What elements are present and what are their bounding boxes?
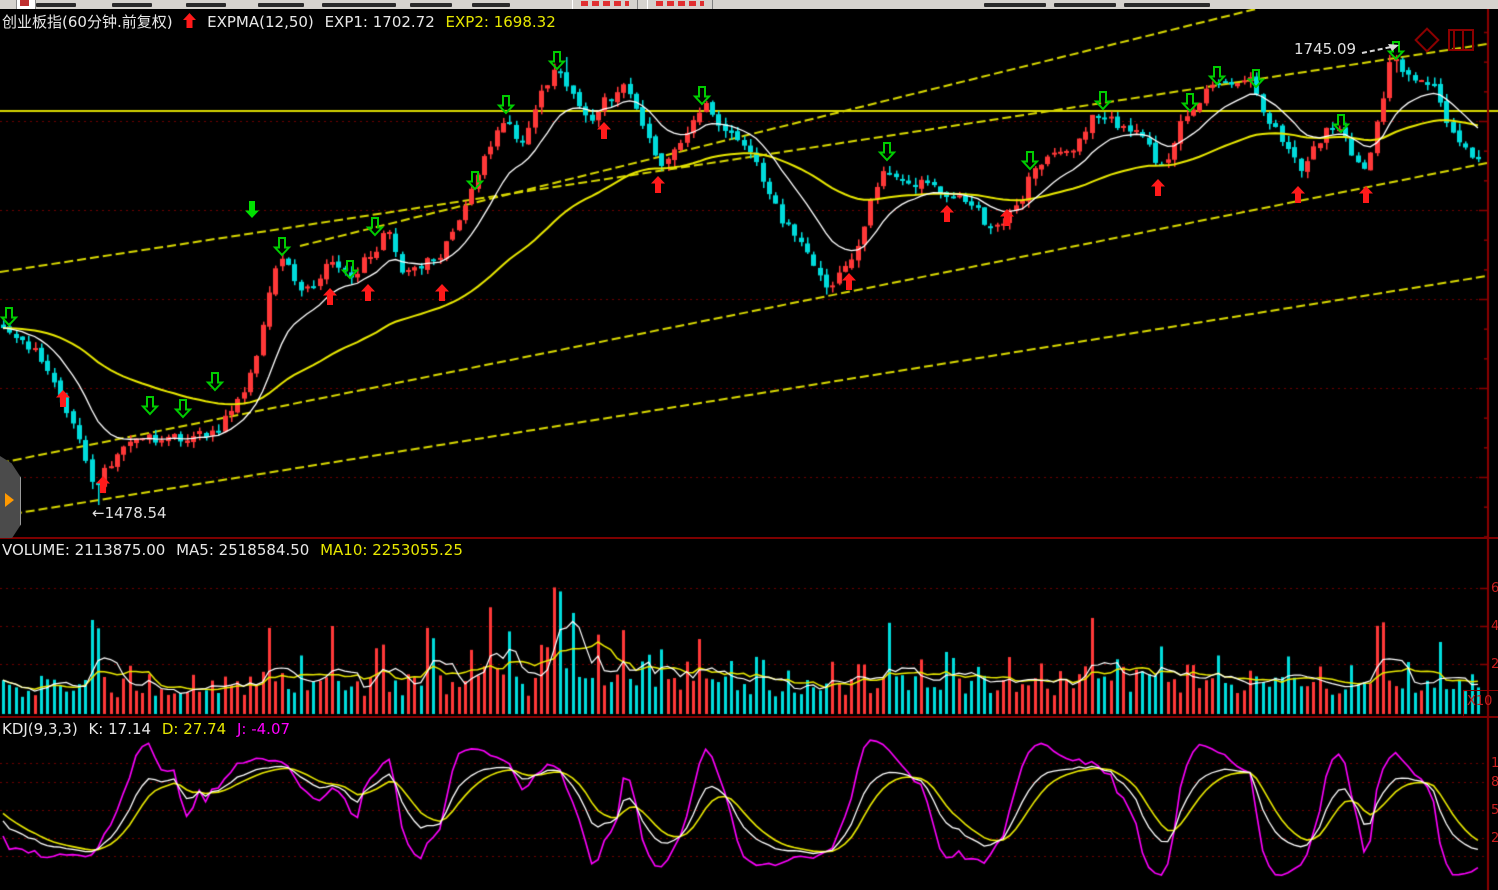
sell-signal-arrow — [1246, 69, 1266, 89]
sell-signal-arrow — [1020, 151, 1040, 171]
exp2-value: EXP2: 1698.32 — [445, 13, 556, 31]
kdj-d-value: D: 27.74 — [161, 720, 227, 738]
toolbar-button-2[interactable] — [647, 0, 713, 9]
kdj-header: KDJ(9,3,3) K: 17.14 D: 27.74 J: -4.07 — [2, 720, 296, 738]
volume-panel[interactable]: VOLUME: 2113875.00 MA5: 2518584.50 MA10:… — [0, 539, 1498, 716]
kdj-axis-label-50: 50 — [1491, 803, 1498, 818]
volume-axis-label-6: 6 — [1491, 581, 1498, 596]
buy-signal-arrow — [651, 176, 665, 193]
volume-chart-canvas[interactable] — [0, 539, 1498, 716]
exp1-value: EXP1: 1702.72 — [324, 13, 435, 31]
sell-signal-arrow — [173, 399, 193, 419]
menu-item-fragment-4[interactable] — [322, 3, 396, 7]
annotation-arrow-icon — [1361, 44, 1399, 54]
menu-item-fragment-5[interactable] — [410, 3, 452, 7]
kdj-panel[interactable]: KDJ(9,3,3) K: 17.14 D: 27.74 J: -4.07 10… — [0, 718, 1498, 890]
symbol-title[interactable]: 创业板指(60分钟.前复权) — [2, 13, 173, 31]
menu-item-fragment-0[interactable] — [36, 3, 76, 7]
sell-signal-arrow — [340, 260, 360, 280]
high-price-annotation: 1745.09 — [1294, 40, 1401, 58]
menu-item-fragment-6[interactable] — [472, 3, 510, 7]
sell-signal-arrow — [272, 237, 292, 257]
main-chart-panel[interactable]: 创业板指(60分钟.前复权) EXPMA(12,50) EXP1: 1702.7… — [0, 9, 1498, 538]
kdj-j-value: J: -4.07 — [236, 720, 291, 738]
panel-divider-1[interactable] — [0, 537, 1498, 539]
sell-signal-arrow — [547, 51, 567, 71]
sell-signal-arrow — [0, 307, 19, 327]
kdj-chart-canvas[interactable] — [0, 718, 1498, 890]
buy-signal-arrow — [56, 390, 70, 407]
volume-ma10-value: MA10: 2253055.25 — [320, 541, 463, 559]
buy-signal-arrow — [842, 273, 856, 290]
sell-signal-arrow — [1180, 93, 1200, 113]
buy-signal-arrow — [1000, 209, 1014, 226]
volume-value[interactable]: VOLUME: 2113875.00 — [2, 541, 166, 559]
menu-item-fragment-9[interactable] — [1124, 3, 1210, 7]
sell-signal-arrow-solid — [245, 201, 259, 218]
buy-signal-arrow — [1359, 186, 1373, 203]
menu-item-fragment-2[interactable] — [186, 3, 226, 7]
sell-signal-arrow — [1093, 91, 1113, 111]
sell-signal-arrow — [140, 396, 160, 416]
sell-signal-arrow — [1386, 41, 1406, 61]
sell-signal-arrow — [1207, 66, 1227, 86]
menu-item-fragment-3[interactable] — [258, 3, 304, 7]
buy-signal-arrow — [96, 476, 110, 493]
sell-signal-arrow — [365, 217, 385, 237]
buy-signal-arrow — [1151, 179, 1165, 196]
sell-signal-arrow — [496, 95, 516, 115]
kdj-k-value: K: 17.14 — [88, 720, 152, 738]
buy-signal-arrow — [940, 205, 954, 222]
signal-marker-layer — [0, 41, 1406, 493]
kdj-name[interactable]: KDJ(9,3,3) — [2, 720, 78, 738]
app-logo-icon[interactable] — [16, 0, 36, 9]
sell-signal-arrow — [877, 142, 897, 162]
main-chart-header: 创业板指(60分钟.前复权) EXPMA(12,50) EXP1: 1702.7… — [2, 11, 562, 32]
indicator-name[interactable]: EXPMA(12,50) — [207, 13, 314, 31]
kdj-axis-label-100: 100 — [1491, 756, 1498, 771]
high-price-label: 1745.09 — [1294, 40, 1357, 58]
diamond-tool-icon[interactable] — [1414, 27, 1440, 53]
panel-divider-2[interactable] — [0, 716, 1498, 718]
buy-signal-arrow — [1291, 186, 1305, 203]
sell-signal-arrow — [1331, 114, 1351, 134]
buy-signal-arrow — [323, 288, 337, 305]
kdj-axis-label-80: 80 — [1491, 775, 1498, 790]
menu-item-fragment-7[interactable] — [984, 3, 1046, 7]
low-price-annotation: ←1478.54 — [92, 504, 167, 522]
volume-axis-label-4: 4 — [1491, 619, 1498, 634]
toolbar-button-1[interactable] — [572, 0, 638, 9]
menu-item-fragment-1[interactable] — [112, 3, 152, 7]
menu-item-fragment-8[interactable] — [1054, 3, 1116, 7]
sell-signal-arrow — [692, 86, 712, 106]
candlestick-chart-canvas[interactable] — [0, 9, 1498, 538]
buy-signal-arrow — [435, 284, 449, 301]
chart-corner-tools — [1414, 27, 1474, 53]
buy-signal-legend-icon — [183, 13, 197, 32]
volume-axis-label-2: 2 — [1491, 657, 1498, 672]
pane-layout-icon[interactable] — [1448, 29, 1474, 51]
expand-arrow-icon — [5, 493, 14, 507]
volume-header: VOLUME: 2113875.00 MA5: 2518584.50 MA10:… — [2, 541, 469, 559]
sell-signal-arrow — [205, 372, 225, 392]
buy-signal-arrow — [361, 284, 375, 301]
sidebar-expand-handle[interactable] — [0, 456, 21, 538]
volume-unit-label: X10 — [1463, 690, 1498, 716]
volume-ma5-value: MA5: 2518584.50 — [176, 541, 310, 559]
buy-signal-arrow — [597, 122, 611, 139]
kdj-axis-label-20: 20 — [1491, 831, 1498, 846]
sell-signal-arrow — [465, 171, 485, 191]
